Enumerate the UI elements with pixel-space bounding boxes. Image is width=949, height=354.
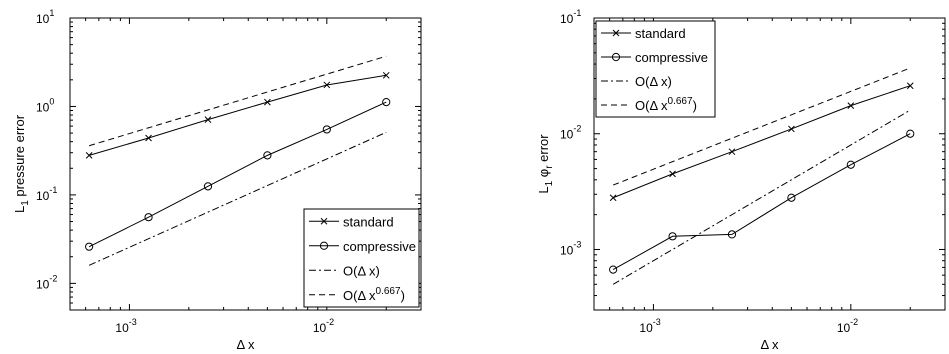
legend-label-1: compressive: [343, 239, 416, 254]
series-line-0: [88, 74, 387, 156]
legend-label-0: standard: [635, 26, 686, 41]
legend-marker-0: [612, 29, 620, 37]
data-point-1: [203, 182, 213, 191]
y-tick-label: 100: [36, 96, 54, 114]
data-point-1: [846, 160, 855, 169]
x-axis-label: Δ x: [760, 337, 779, 352]
series-line-2: [88, 131, 387, 266]
y-axis-label: L1 pressure error: [12, 114, 31, 213]
data-point-0: [669, 170, 676, 178]
x-tick-label: 10-2: [313, 317, 334, 335]
y-tick-label: 10-2: [560, 124, 581, 142]
pressure-error-plot: 10-3 10-2 10-2 10-1 100 101 Δ x L1 pressure err…: [12, 8, 422, 352]
legend-label-3: O(Δ x0.667): [635, 96, 697, 113]
data-point-0: [323, 81, 331, 89]
axes-box: [593, 17, 946, 311]
series-line-1: [612, 133, 911, 271]
legend-label-2: O(Δ x): [635, 74, 672, 89]
series-line-1: [88, 101, 387, 248]
legend-marker-0: [320, 217, 328, 225]
data-point-1: [787, 193, 796, 202]
y-tick-label: 101: [36, 8, 54, 26]
series-line-0: [612, 85, 911, 199]
legend-marker-1: [319, 241, 329, 250]
data-point-0: [204, 116, 212, 123]
series-line-2: [612, 109, 911, 285]
data-point-0: [728, 148, 736, 156]
series-line-3: [612, 67, 911, 186]
x-tick-label: 10-3: [639, 317, 660, 335]
legend-box: [595, 20, 716, 118]
legend-label-1: compressive: [635, 50, 708, 65]
data-point-1: [144, 213, 153, 222]
data-point-0: [145, 134, 152, 142]
data-point-1: [382, 98, 391, 107]
phi-error-plot: 10-3 10-2 10-3 10-2 10-1 Δ x L1 φr error standa…: [536, 8, 946, 352]
data-point-1: [85, 242, 94, 251]
y-tick-label: 10-3: [560, 239, 581, 257]
y-axis-label: L1 φr error: [536, 134, 555, 194]
x-axis-label: Δ x: [236, 337, 255, 352]
data-point-1: [609, 265, 618, 274]
data-point-1: [322, 125, 331, 134]
data-point-0: [788, 125, 795, 133]
legend-label-0: standard: [343, 214, 394, 229]
y-tick-label: 10-1: [36, 185, 57, 203]
series-line-3: [88, 55, 387, 147]
data-point-0: [264, 98, 271, 106]
legend-marker-1: [611, 52, 621, 62]
legend-label-3: O(Δ x0.667): [343, 286, 405, 303]
x-tick-label: 10-3: [115, 317, 136, 335]
data-point-0: [85, 152, 93, 159]
data-point-0: [609, 194, 617, 202]
data-point-0: [847, 102, 855, 109]
data-point-1: [263, 151, 272, 160]
axes-box: [69, 17, 422, 311]
x-tick-label: 10-2: [837, 317, 858, 335]
y-tick-label: 10-2: [36, 273, 57, 291]
data-point-0: [906, 82, 914, 90]
data-point-1: [906, 129, 915, 138]
data-point-1: [668, 232, 677, 241]
legend-label-2: O(Δ x): [343, 263, 380, 278]
data-point-0: [382, 71, 390, 79]
legend-box: [303, 208, 420, 308]
data-point-1: [727, 230, 737, 239]
y-tick-label: 10-1: [560, 8, 581, 26]
